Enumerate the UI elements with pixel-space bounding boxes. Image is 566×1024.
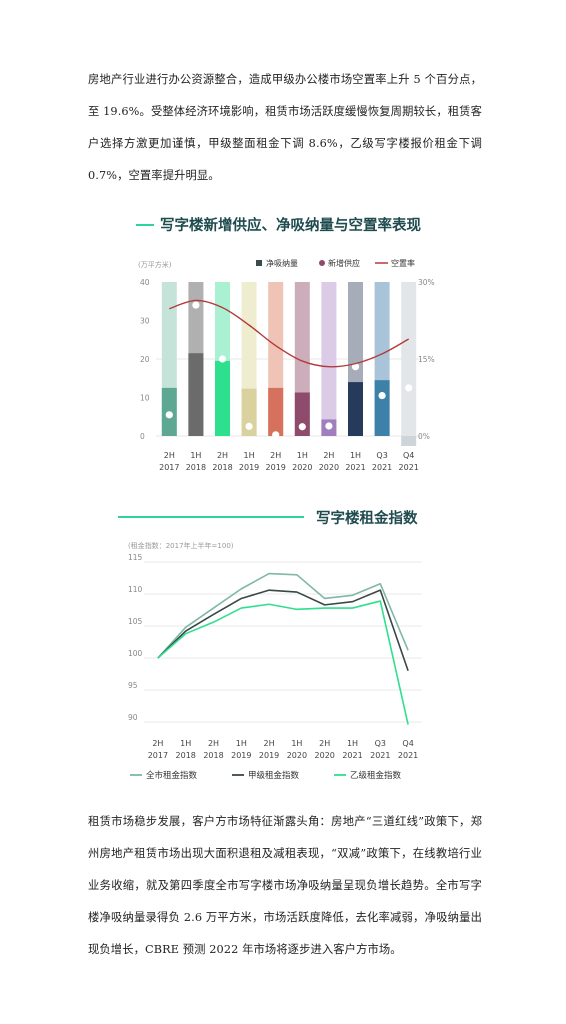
- chart1-xtick-year: 2020: [292, 463, 312, 472]
- chart2-xtick-period: Q4: [402, 739, 413, 748]
- chart1-xtick-year: 2021: [399, 463, 419, 472]
- bar-background: [401, 282, 417, 436]
- new-supply-point: [272, 431, 280, 439]
- chart2-xtick-year: 2019: [231, 751, 251, 760]
- series-line-1: [157, 589, 409, 672]
- legend-new-supply-swatch: [319, 260, 325, 266]
- chart2-title: 写字楼租金指数: [316, 511, 418, 527]
- net-absorption-bar: [401, 436, 417, 447]
- net-absorption-bar: [188, 353, 204, 436]
- chart1-ytick: 20: [140, 355, 150, 364]
- new-supply-point: [405, 384, 413, 392]
- new-supply-point: [298, 423, 306, 431]
- chart1-xtick-period: 2H: [323, 451, 334, 460]
- new-supply-point: [245, 422, 253, 430]
- chart1-ylabel: (万平方米): [138, 260, 172, 269]
- chart2-xtick-period: 1H: [347, 739, 358, 748]
- chart2-ytick: 95: [128, 681, 138, 690]
- chart1-y2tick: 15%: [418, 355, 435, 364]
- chart1-xtick-year: 2021: [372, 463, 392, 472]
- chart1-xtick-year: 2019: [239, 463, 259, 472]
- chart1-ytick: 0: [140, 432, 145, 441]
- new-supply-point: [351, 363, 360, 371]
- chart2-xtick-period: 1H: [180, 739, 191, 748]
- legend-label-2: 乙级租金指数: [350, 770, 402, 781]
- chart1-xtick-period: 1H: [297, 451, 308, 460]
- chart2-xtick-year: 2020: [315, 751, 335, 760]
- chart1-xtick-period: 1H: [244, 451, 255, 460]
- chart2-xtick-period: 2H: [319, 739, 330, 748]
- new-supply-point: [378, 391, 386, 400]
- legend-label-1: 甲级租金指数: [248, 770, 300, 781]
- chart2-xtick-year: 2017: [148, 751, 168, 760]
- chart1-xtick-period: 1H: [350, 451, 361, 460]
- chart1-xtick-period: 2H: [270, 451, 281, 460]
- net-absorption-bar: [215, 360, 230, 436]
- chart2-ytick: 115: [128, 553, 143, 562]
- chart1-ytick: 10: [140, 394, 150, 403]
- chart2-xtick-period: 2H: [152, 739, 163, 748]
- chart2-title-bar: [118, 516, 304, 518]
- body-paragraph-2: 租赁市场稳步发展，客户方市场特征渐露头角：房地产“三道红线”政策下，郑州房地产租…: [88, 815, 482, 956]
- rent-index-chart: (租金指数：2017年上半年=100) 115 110 105 100 95 90 2H 201…: [128, 541, 422, 781]
- chart1-xtick-period: Q4: [403, 451, 414, 460]
- legend-label-0: 全市租金指数: [146, 770, 198, 781]
- chart1-title: 写字楼新增供应、净吸纳量与空置率表现: [160, 218, 421, 234]
- bar-background: [321, 282, 337, 436]
- new-supply-point: [218, 355, 227, 363]
- net-absorption-bar: [294, 392, 310, 436]
- chart2-xtick-year: 2021: [342, 751, 362, 760]
- chart1-y2tick: 0%: [418, 432, 430, 441]
- chart1-xtick-period: Q3: [376, 451, 387, 460]
- chart2-xtick-period: Q3: [375, 739, 386, 748]
- chart2-xtick-period: 2H: [264, 739, 275, 748]
- chart2-ylabel: (租金指数：2017年上半年=100): [128, 541, 234, 550]
- vacancy-rate-line: [169, 299, 410, 368]
- chart1-ytick: 30: [140, 317, 150, 326]
- chart2-ytick: 100: [128, 649, 143, 658]
- new-supply-point: [192, 301, 200, 309]
- chart1-xtick-year: 2018: [212, 463, 232, 472]
- chart2-xtick-year: 2021: [370, 751, 390, 760]
- net-absorption-bar: [241, 388, 257, 436]
- series-line-2: [157, 600, 409, 725]
- chart1-xtick-year: 2017: [159, 463, 179, 472]
- chart2-xtick-year: 2021: [398, 751, 418, 760]
- chart2-xtick-period: 1H: [291, 739, 302, 748]
- series-line-0: [157, 572, 409, 659]
- legend-new-supply-label: 新增供应: [328, 258, 360, 268]
- chart1-title-bar: [136, 224, 154, 226]
- chart2-xtick-year: 2018: [203, 751, 223, 760]
- chart1-xtick-year: 2020: [319, 463, 339, 472]
- chart1-xtick-year: 2018: [186, 463, 206, 472]
- legend-vacancy-label: 空置率: [391, 258, 415, 268]
- chart1-xtick-year: 2021: [345, 463, 365, 472]
- chart1-xtick-period: 1H: [190, 451, 201, 460]
- chart2-xtick-year: 2020: [287, 751, 307, 760]
- net-absorption-bar: [374, 380, 390, 436]
- chart1-xtick-period: 2H: [164, 451, 175, 460]
- chart2-xtick-year: 2018: [176, 751, 196, 760]
- chart1-xtick-year: 2019: [266, 463, 286, 472]
- chart2-xtick-year: 2019: [259, 751, 279, 760]
- supply-absorption-vacancy-chart: (万平方米) 净吸纳量 新增供应 空置率 40 30 20 10 0 30% 15% 0% 2H 2017…: [138, 258, 435, 472]
- net-absorption-bar: [268, 387, 284, 436]
- chart2-ytick: 90: [128, 713, 138, 722]
- chart1-ytick: 40: [140, 278, 150, 287]
- chart1-y2tick: 30%: [418, 278, 435, 287]
- new-supply-point: [165, 411, 173, 419]
- chart2-ytick: 110: [128, 585, 143, 594]
- chart2-xtick-period: 1H: [236, 739, 247, 748]
- new-supply-point: [325, 422, 333, 430]
- chart2-ytick: 105: [128, 617, 143, 626]
- legend-net-absorption-swatch: [256, 260, 262, 266]
- legend-net-absorption-label: 净吸纳量: [266, 258, 298, 268]
- net-absorption-bar: [348, 382, 363, 436]
- chart1-xtick-period: 2H: [217, 451, 228, 460]
- chart2-xtick-period: 2H: [208, 739, 219, 748]
- body-paragraph-1: 房地产行业进行办公资源整合，造成甲级办公楼市场空置率上升 5 个百分点，至 19…: [88, 73, 482, 182]
